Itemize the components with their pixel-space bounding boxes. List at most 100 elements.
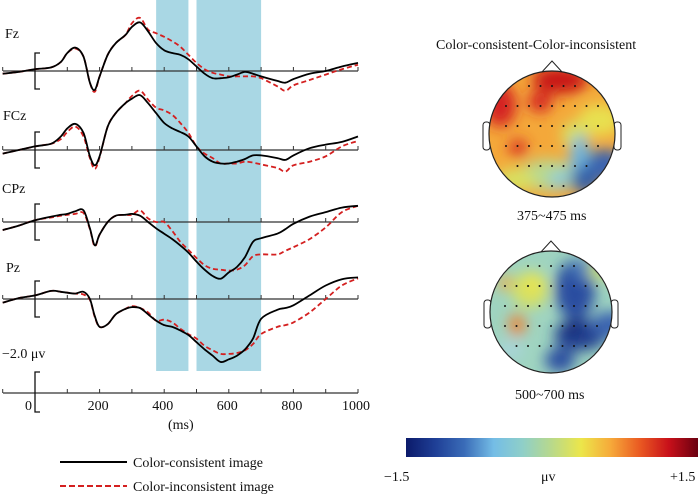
field-blob — [550, 170, 570, 190]
electrode-dot — [551, 105, 553, 107]
electrode-dot — [596, 285, 598, 287]
colorbar-max-label: +1.5 — [670, 470, 695, 485]
electrode-dot — [528, 125, 530, 127]
erp-traces — [2, 16, 359, 363]
electrode-dot — [538, 325, 541, 327]
shaded-window-1 — [156, 0, 189, 371]
electrode-dot — [596, 325, 598, 327]
electrode-dot — [550, 345, 552, 347]
electrode-dot — [561, 305, 564, 307]
electrode-dot — [573, 305, 575, 307]
nose-icon — [539, 240, 563, 254]
cpz-inconsistent-trace — [2, 204, 359, 272]
field-blob — [525, 274, 545, 290]
head-outline — [489, 250, 613, 374]
axis-fz — [2, 52, 359, 90]
electrode-dot — [574, 145, 576, 147]
electrode-dot — [551, 165, 553, 167]
electrode-dot — [574, 105, 576, 107]
electrode-dot — [516, 165, 519, 167]
electrode-dot — [515, 345, 518, 347]
x-tick-label: 0 — [25, 399, 32, 414]
topomap-label-2: 500~700 ms — [515, 388, 584, 403]
scale-bracket — [34, 131, 40, 169]
electrode-dot — [561, 345, 564, 347]
electrode-dot — [585, 125, 588, 127]
field-blob — [509, 139, 527, 157]
electrode-dot — [596, 305, 598, 307]
colorbar-unit-label: μv — [541, 470, 556, 485]
x-tick-label: 400 — [152, 399, 173, 414]
topomap-title: Color-consistent-Color-inconsistent — [436, 38, 636, 53]
electrode-dot — [539, 145, 542, 147]
electrode-dot — [550, 285, 552, 287]
electrode-dot — [515, 305, 518, 307]
electrode-dot — [550, 325, 552, 327]
electrode-dot — [516, 145, 519, 147]
electrode-dot — [516, 105, 519, 107]
legend-label-inconsistent: Color-inconsistent image — [133, 480, 274, 495]
electrode-dot — [562, 105, 565, 107]
electrode-dot — [528, 85, 530, 87]
scalp-field — [490, 251, 612, 373]
electrode-dot — [538, 285, 541, 287]
electrode-dot — [573, 265, 575, 267]
electrode-dot — [539, 185, 542, 187]
scale-bracket — [34, 52, 40, 90]
electrode-dot — [584, 325, 587, 327]
fcz-inconsistent-trace — [2, 89, 359, 173]
scale-label: −2.0 μv — [2, 347, 45, 362]
field-blob — [588, 260, 612, 280]
electrode-dot — [527, 325, 529, 327]
colorbar — [406, 438, 698, 457]
topomap-500-700 — [483, 240, 619, 374]
electrode-dot — [562, 125, 565, 127]
electrode-dot — [585, 165, 588, 167]
pz-consistent-trace — [2, 276, 359, 363]
electrode-dot — [528, 145, 530, 147]
electrode-dot — [538, 305, 541, 307]
electrode-dot — [584, 305, 587, 307]
electrode-dot — [516, 125, 519, 127]
electrode-dot — [515, 285, 518, 287]
x-tick-label: 200 — [88, 399, 109, 414]
electrode-dot — [505, 145, 507, 147]
field-blobs — [496, 258, 612, 372]
field-blob — [489, 83, 516, 127]
field-blob — [592, 311, 612, 339]
electrode-dot — [550, 305, 552, 307]
electrode-dot — [505, 105, 507, 107]
electrode-dot — [584, 345, 587, 347]
fcz-consistent-trace — [2, 94, 359, 167]
electrode-dot — [515, 325, 518, 327]
electrode-dot — [597, 105, 599, 107]
electrode-dot — [539, 165, 542, 167]
colorbar-min-label: −1.5 — [384, 470, 409, 485]
electrode-dot — [539, 105, 542, 107]
axis-fcz — [2, 131, 359, 169]
x-tick-label: 600 — [217, 399, 238, 414]
electrode-dot — [538, 345, 541, 347]
electrode-dot — [528, 105, 530, 107]
electrode-dot — [562, 165, 565, 167]
channel-label-fz: Fz — [5, 27, 19, 42]
shaded-time-windows — [156, 0, 262, 371]
electrode-dot — [550, 265, 552, 267]
legend: Color-consistent image Color-inconsisten… — [60, 456, 274, 495]
electrode-dot — [573, 345, 575, 347]
electrode-dot — [573, 285, 575, 287]
channel-label-pz: Pz — [6, 261, 20, 276]
electrode-dot — [561, 325, 564, 327]
electrode-dot — [551, 125, 553, 127]
electrode-dot — [528, 165, 530, 167]
electrode-dot — [551, 145, 553, 147]
nose-icon — [540, 60, 564, 74]
x-tick-label: 1000 — [342, 399, 370, 414]
electrode-dot — [539, 85, 542, 87]
scale-bracket — [34, 203, 40, 241]
electrode-dot — [505, 125, 507, 127]
electrode-dot — [584, 285, 587, 287]
electrode-dot — [551, 185, 553, 187]
electrode-dot — [574, 85, 576, 87]
